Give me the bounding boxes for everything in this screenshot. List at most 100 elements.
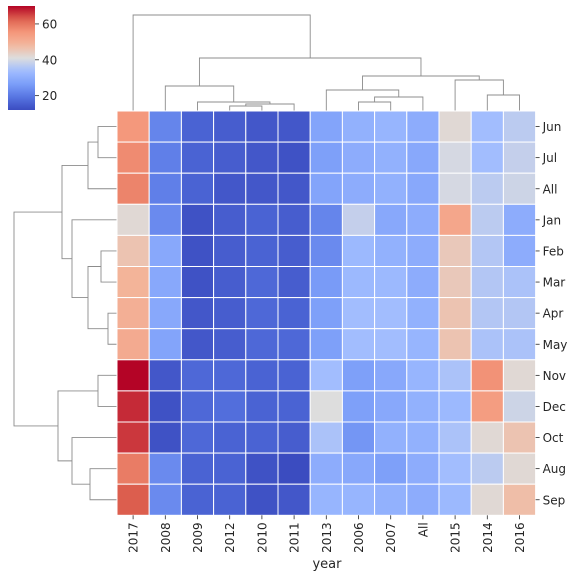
heatmap-cell	[277, 266, 311, 299]
column-tick-label: 2016	[513, 522, 527, 553]
heatmap-cell	[470, 359, 504, 392]
heatmap-cell	[470, 234, 504, 267]
row-tick-label: Jan	[542, 213, 562, 227]
heatmap-cell	[374, 203, 408, 236]
row-dendrogram-link	[87, 266, 108, 330]
heatmap-cell	[438, 421, 472, 454]
heatmap-cell	[213, 328, 247, 361]
row-tick-label: Nov	[543, 369, 566, 383]
colorbar-gradient	[8, 6, 35, 110]
column-tick-label: 2010	[255, 522, 269, 553]
heatmap-cell	[438, 266, 472, 299]
row-dendrogram-link	[87, 141, 117, 190]
heatmap-cell	[374, 390, 408, 423]
heatmap-cell	[374, 483, 408, 516]
heatmap-cell	[277, 483, 311, 516]
heatmap-cell	[438, 452, 472, 485]
heatmap-cell	[148, 328, 182, 361]
heatmap-cell	[277, 297, 311, 330]
colorbar: 20 40 60	[8, 6, 57, 110]
heatmap-cell	[245, 452, 279, 485]
heatmap-cell	[406, 328, 440, 361]
heatmap-cell	[213, 172, 247, 205]
heatmap-cell	[245, 234, 279, 267]
heatmap-cell	[116, 172, 150, 205]
row-dendrogram-link	[97, 374, 117, 407]
heatmap-cell	[213, 483, 247, 516]
row-tick-labels: Jun Jul All Jan Feb Mar Apr May Nov Dec Oct Aug Sep	[535, 120, 567, 507]
heatmap-cell	[374, 172, 408, 205]
row-tick-label: Aug	[543, 462, 566, 476]
x-axis-label: year	[312, 557, 342, 572]
heatmap-cell	[245, 483, 279, 516]
column-dendrogram-link	[325, 89, 400, 111]
heatmap-cell	[341, 203, 376, 236]
heatmap-cell	[245, 328, 279, 361]
heatmap-cell	[374, 297, 408, 330]
column-dendrogram-link	[358, 101, 392, 111]
heatmap-cell	[277, 110, 311, 143]
heatmap-cell	[341, 172, 376, 205]
heatmap-cell	[502, 421, 537, 454]
heatmap-cell	[116, 359, 150, 392]
heatmap-cell	[180, 172, 215, 205]
heatmap-cell	[406, 297, 440, 330]
heatmap-cell	[309, 297, 343, 330]
row-tick-label: Sep	[543, 493, 566, 507]
row-dendrogram-link	[97, 126, 117, 159]
row-tick-label: Jul	[542, 151, 557, 165]
column-dendrogram-link	[454, 79, 504, 111]
heatmap-cell	[341, 390, 376, 423]
heatmap-cell	[213, 452, 247, 485]
heatmap-cell	[438, 359, 472, 392]
heatmap-cell	[213, 141, 247, 174]
heatmap-cell	[180, 297, 215, 330]
heatmap-cell	[180, 234, 215, 267]
heatmap-cell	[341, 421, 376, 454]
column-dendrogram-link	[374, 96, 424, 111]
heatmap-cell	[277, 328, 311, 361]
heatmap-cell	[213, 203, 247, 236]
heatmap-cell	[502, 266, 537, 299]
heatmap-cell	[309, 172, 343, 205]
heatmap-cell	[213, 359, 247, 392]
column-dendrogram-link	[245, 103, 295, 111]
heatmap-cell	[277, 359, 311, 392]
heatmap-cell	[213, 421, 247, 454]
heatmap-cell	[470, 328, 504, 361]
heatmap-cell	[277, 203, 311, 236]
heatmap-cell	[148, 297, 182, 330]
heatmap-cell	[245, 421, 279, 454]
heatmap-cell	[309, 328, 343, 361]
heatmap-cell	[277, 172, 311, 205]
heatmap-cell	[374, 234, 408, 267]
heatmap-cell	[148, 110, 182, 143]
heatmap-cell	[470, 141, 504, 174]
heatmap-cell	[502, 141, 537, 174]
heatmap-cell	[148, 203, 182, 236]
heatmap-cell	[245, 141, 279, 174]
heatmap-cell	[406, 359, 440, 392]
row-dendrogram-link	[107, 312, 117, 345]
heatmap-cell	[180, 452, 215, 485]
column-dendrogram	[132, 14, 520, 111]
heatmap-cell	[309, 483, 343, 516]
heatmap-cell	[438, 141, 472, 174]
heatmap-cell	[116, 297, 150, 330]
heatmap-cell	[213, 390, 247, 423]
heatmap-cell	[245, 172, 279, 205]
heatmap-cell	[438, 172, 472, 205]
row-tick-label: Apr	[543, 307, 564, 321]
heatmap-cell	[470, 421, 504, 454]
heatmap-cell	[213, 234, 247, 267]
heatmap-cell	[277, 421, 311, 454]
heatmap-cell	[277, 141, 311, 174]
column-tick-label: 2011	[288, 522, 302, 553]
heatmap-cell	[116, 452, 150, 485]
column-dendrogram-link	[486, 94, 520, 111]
heatmap-cell	[470, 297, 504, 330]
heatmap-cell	[341, 328, 376, 361]
row-dendrogram-link	[100, 250, 117, 283]
column-tick-label: 2014	[481, 522, 495, 553]
